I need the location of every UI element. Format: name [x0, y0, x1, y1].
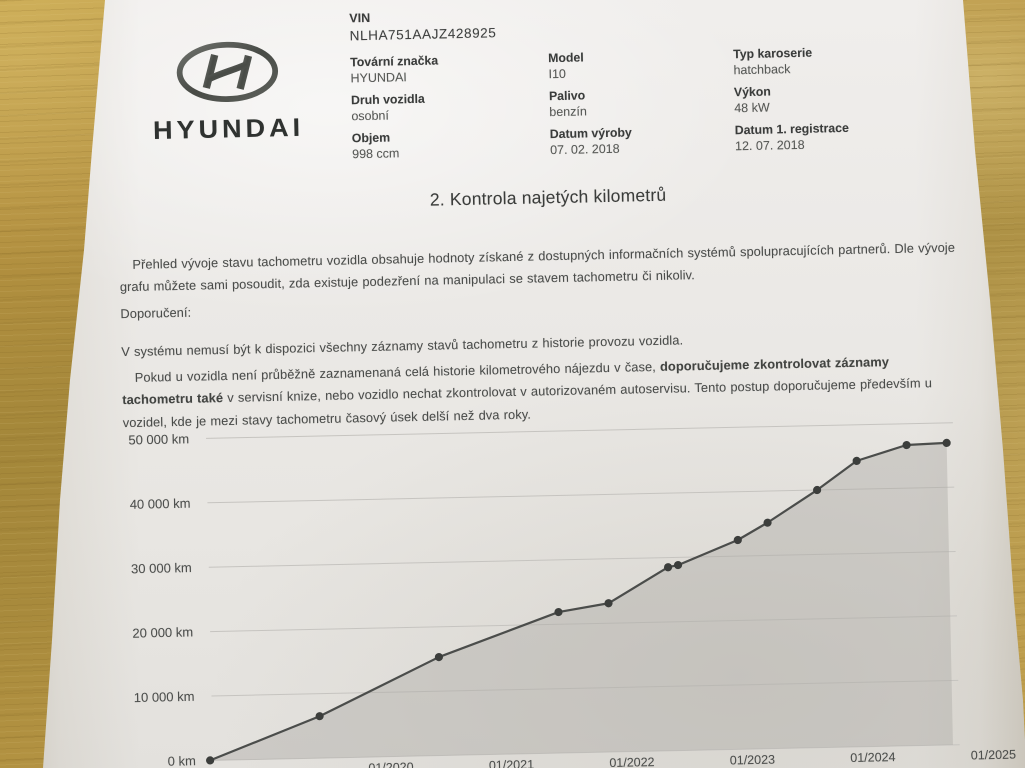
hyundai-logo: HYUNDAI: [139, 30, 317, 150]
odometer-chart: 0 km 10 000 km 20 000 km 30 000 km 40 000 km…: [43, 407, 1025, 768]
svg-text:10 000 km: 10 000 km: [134, 689, 195, 705]
field-value: I10: [548, 66, 567, 82]
svg-text:01/2024: 01/2024: [850, 750, 896, 765]
vin-value: NLHA751AAJZ428925: [349, 25, 497, 44]
svg-text:01/2022: 01/2022: [609, 755, 655, 768]
field-datum-registrace: Datum 1. registrace 12. 07. 2018: [735, 118, 986, 154]
svg-text:40 000 km: 40 000 km: [130, 496, 191, 512]
svg-text:0 km: 0 km: [167, 753, 195, 768]
odometer-chart-svg: 0 km 10 000 km 20 000 km 30 000 km 40 000 km…: [128, 422, 1016, 768]
chart-y-tick-labels: 0 km 10 000 km 20 000 km 30 000 km 40 000 km…: [128, 431, 196, 768]
field-value: 998 ccm: [352, 146, 400, 162]
svg-text:50 000 km: 50 000 km: [128, 431, 189, 447]
vin-label: VIN: [349, 10, 371, 26]
chart-gridlines: [206, 422, 960, 761]
chart-points: [206, 438, 951, 765]
note2-text: Pokud u vozidla není průběžně zaznamenan…: [134, 358, 661, 385]
svg-text:01/2025: 01/2025: [971, 748, 1017, 763]
field-vykon: Výkon 48 kW: [734, 80, 985, 116]
field-palivo: Palivo benzín: [549, 85, 735, 120]
field-tovarni-znacka: Tovární značka HYUNDAI: [350, 51, 549, 86]
field-value: benzín: [549, 104, 587, 120]
field-druh-vozidla: Druh vozidla osobní: [351, 89, 550, 124]
section-title: 2. Kontrola najetých kilometrů: [429, 184, 667, 210]
hyundai-oval-h-icon: [176, 41, 279, 102]
field-datum-vyroby: Datum výroby 07. 02. 2018: [550, 123, 736, 158]
svg-text:01/2023: 01/2023: [730, 753, 776, 768]
field-value: 07. 02. 2018: [549, 141, 620, 158]
hyundai-wordmark: HYUNDAI: [152, 113, 305, 145]
field-value: osobní: [351, 108, 390, 124]
vehicle-fields-grid: Tovární značka HYUNDAI Model I10 Typ kar…: [350, 42, 985, 162]
field-typ-karoserie: Typ karoserie hatchback: [733, 42, 984, 78]
field-model: Model I10: [548, 47, 734, 82]
chart-area-fill: [210, 442, 953, 761]
vin-block: VIN NLHA751AAJZ428925: [349, 8, 496, 43]
svg-text:01/2021: 01/2021: [489, 758, 535, 768]
chart-x-tick-labels: 01/2020 01/2021 01/2022 01/2023 01/2024 01/20…: [368, 748, 1016, 768]
field-objem: Objem 998 ccm: [352, 127, 551, 162]
svg-text:30 000 km: 30 000 km: [131, 560, 192, 576]
svg-text:20 000 km: 20 000 km: [132, 624, 193, 640]
field-value: HYUNDAI: [350, 70, 407, 86]
svg-text:01/2020: 01/2020: [368, 760, 414, 768]
